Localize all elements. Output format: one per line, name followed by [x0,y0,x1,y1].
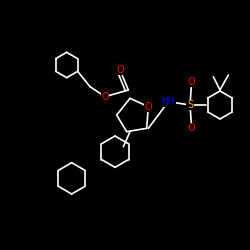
Text: O: O [188,123,196,133]
Text: O: O [188,77,196,87]
Text: NH: NH [162,97,175,106]
Text: O: O [116,65,124,75]
Text: O: O [144,102,152,112]
Text: O: O [101,92,109,102]
Text: S: S [187,100,193,110]
